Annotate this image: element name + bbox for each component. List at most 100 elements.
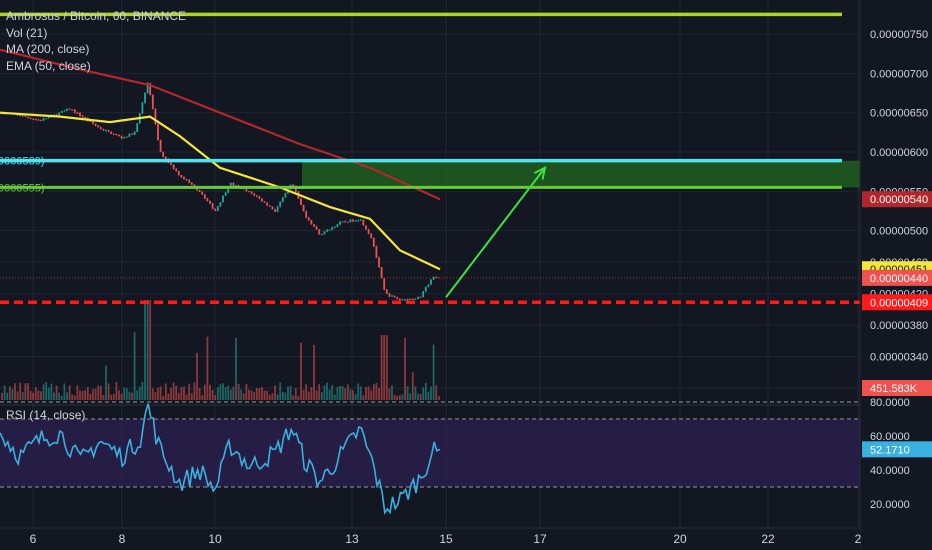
volume-bar [211,389,214,400]
candle-body [279,202,282,207]
candle-body [66,108,68,111]
price-badge-text: 0.00000440 [870,273,928,285]
volume-bar [81,391,84,400]
candle-body [105,130,107,132]
candle-body [110,131,113,135]
volume-bar [302,389,305,400]
candle-body [107,130,110,132]
volume-bar [284,392,287,400]
rsi-title[interactable]: RSI (14, close) [6,408,86,422]
candle-body [128,133,131,137]
rsi-tick-label: 40.0000 [870,465,910,477]
candle-body [328,229,331,231]
candle-body [349,219,352,223]
volume-bar [120,393,123,400]
volume-bar [84,390,87,400]
volume-bar [14,383,16,400]
candle-body [76,112,79,114]
volume-bar [437,395,440,400]
candle-body [300,198,302,205]
volume-bar [333,394,336,400]
volume-bar [157,387,159,400]
candle-body [214,208,217,211]
volume-bar [58,392,61,400]
volume-bar [419,393,422,400]
volume-bar [219,383,222,400]
legend-ma[interactable]: MA (200, close) [6,42,90,56]
candle-body [404,299,406,301]
candle-body [401,299,404,301]
volume-bar [136,390,139,400]
candle-body [32,118,35,120]
volume-bar [172,382,175,400]
volume-bar [146,300,149,400]
volume-bar [123,387,126,400]
volume-bar [367,386,370,400]
candle-body [354,220,357,222]
candle-body [406,298,409,301]
volume-bar [391,385,393,400]
volume-bar [50,383,53,400]
candle-body [185,179,188,181]
candle-body [180,175,183,178]
volume-bar [131,392,133,400]
legend-ema[interactable]: EMA (50, close) [6,58,91,73]
volume-bar [102,394,105,400]
candle-body [149,83,152,95]
volume-bar [86,387,89,400]
volume-bar [21,392,24,400]
candle-body [320,234,323,236]
candles [1,82,440,301]
candle-body [292,184,295,187]
volume-bar [8,386,11,400]
volume-bar [313,344,315,400]
volume-bar [149,300,152,400]
volume-bar [32,392,35,400]
volume-bar [232,386,235,400]
candle-body [47,116,50,119]
candle-body [365,225,367,230]
volume-bar [349,389,352,400]
target-arrow [445,165,547,298]
candle-body [177,170,180,176]
volume-bar [396,395,399,400]
chart-legend: Ambrosus / Bitcoin, 60, BINANCE Vol (21)… [6,8,186,74]
volume-bar [63,383,66,400]
volume-bar [185,394,188,400]
volume-bar [359,386,362,400]
volume-bar [167,393,170,400]
volume-bar [19,382,22,400]
volume-bar [188,383,191,400]
candle-body [430,279,432,285]
volume-bar [216,387,219,400]
left-level-label: 0000555) [0,182,45,194]
candle-body [424,287,427,292]
volume-bar [352,389,354,400]
candle-body [19,115,22,117]
volume-bar [1,393,3,400]
candle-body [310,220,313,225]
volume-bar [292,395,295,400]
volume-bar [107,383,110,400]
volume-bar [24,383,27,400]
target-zone [302,160,860,188]
volume-bar [388,388,391,400]
volume-bar [193,382,196,400]
candle-body [81,115,84,118]
candle-body [229,183,232,188]
legend-symbol[interactable]: Ambrosus / Bitcoin, 60, BINANCE [6,9,187,23]
volume-bar [274,385,276,400]
volume-bar [253,391,256,400]
volume-bar [297,395,300,400]
candle-body [336,224,339,227]
candle-body [133,131,136,135]
volume-bar [404,337,406,400]
volume-bar [159,386,162,400]
legend-vol[interactable]: Vol (21) [6,25,48,40]
candle-body [123,136,126,139]
volume-bar [227,385,230,400]
volume-bar [401,394,404,400]
volume-bar [144,300,146,400]
volume-bar [258,388,261,400]
